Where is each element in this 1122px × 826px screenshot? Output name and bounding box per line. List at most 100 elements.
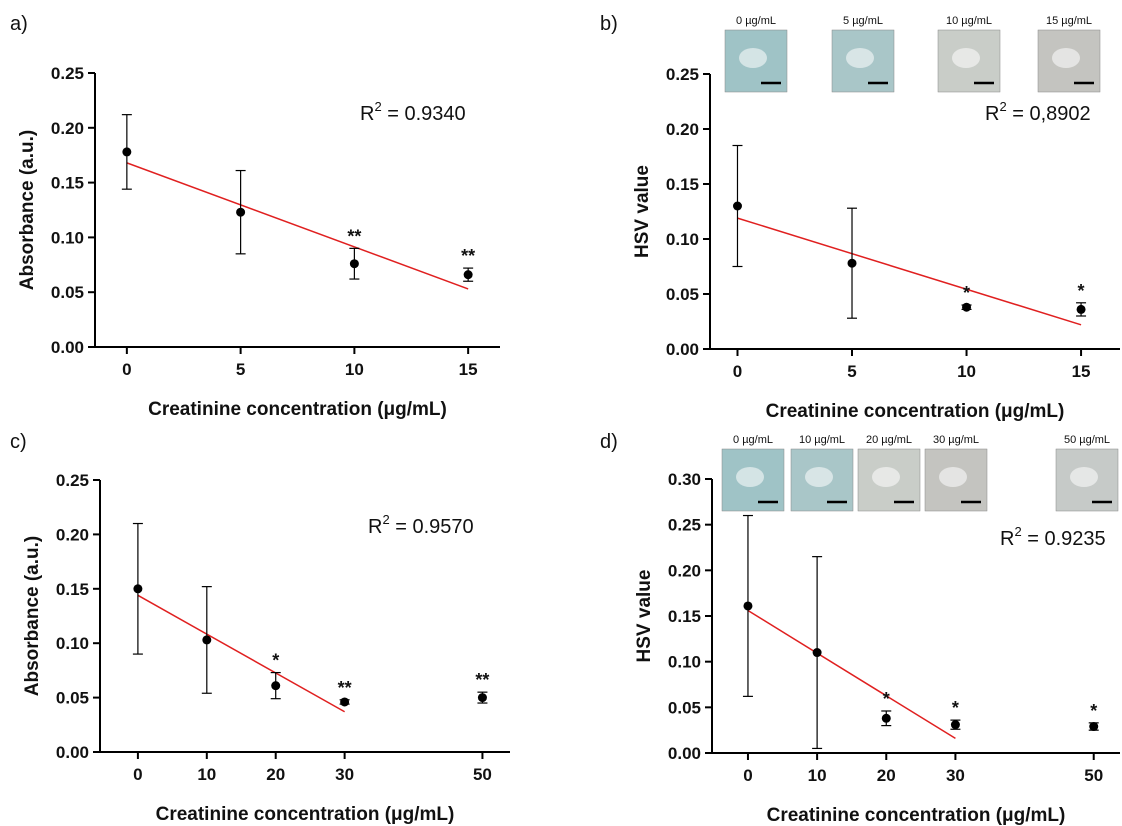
data-point bbox=[847, 258, 857, 268]
x-tick-label: 20 bbox=[266, 765, 285, 784]
y-axis-label: Absorbance (a.u.) bbox=[22, 536, 43, 696]
y-axis-label: Absorbance (a.u.) bbox=[17, 130, 38, 290]
image-label: 5 µg/mL bbox=[843, 15, 883, 27]
data-point bbox=[271, 681, 281, 691]
y-tick-label: 0.00 bbox=[668, 744, 701, 763]
y-axis-label: HSV value bbox=[632, 165, 653, 258]
y-tick-label: 0.25 bbox=[666, 65, 699, 84]
data-point bbox=[950, 720, 960, 730]
x-tick-label: 10 bbox=[345, 360, 364, 379]
y-tick-label: 0.15 bbox=[51, 174, 84, 193]
x-tick-label: 50 bbox=[1084, 766, 1103, 785]
r-squared: R2 = 0.9340 bbox=[360, 99, 466, 125]
sample-glare bbox=[736, 467, 764, 487]
data-point bbox=[477, 693, 487, 703]
image-label: 50 µg/mL bbox=[1064, 434, 1110, 446]
sample-glare bbox=[805, 467, 833, 487]
image-label: 10 µg/mL bbox=[799, 434, 845, 446]
fit-line bbox=[137, 594, 345, 713]
r-squared-value: = 0.9235 bbox=[1022, 528, 1106, 550]
sample-glare bbox=[1052, 48, 1080, 68]
image-label: 20 µg/mL bbox=[866, 434, 912, 446]
r-squared: R2 = 0.9570 bbox=[368, 512, 474, 538]
data-point bbox=[881, 713, 891, 723]
x-tick-label: 50 bbox=[473, 765, 492, 784]
x-tick-label: 10 bbox=[197, 765, 216, 784]
y-tick-label: 0.05 bbox=[666, 285, 699, 304]
x-tick-label: 15 bbox=[459, 360, 478, 379]
fit-line bbox=[737, 217, 1082, 326]
x-tick-label: 30 bbox=[946, 766, 965, 785]
x-tick-label: 0 bbox=[133, 765, 142, 784]
y-tick-label: 0.00 bbox=[51, 338, 84, 357]
x-tick-label: 10 bbox=[808, 766, 827, 785]
fit-line bbox=[747, 609, 956, 740]
significance-label: * bbox=[963, 283, 970, 303]
r-squared-value: = 0.9340 bbox=[382, 103, 466, 125]
r-squared-base: R bbox=[1000, 528, 1014, 550]
r-squared-base: R bbox=[985, 103, 999, 125]
sample-glare bbox=[1070, 467, 1098, 487]
x-tick-label: 0 bbox=[122, 360, 131, 379]
significance-label: ** bbox=[347, 226, 361, 246]
r-squared-power: 2 bbox=[1014, 524, 1021, 539]
y-axis-label: HSV value bbox=[634, 570, 655, 663]
y-tick-label: 0.25 bbox=[668, 516, 701, 535]
x-axis-label: Creatinine concentration (μg/mL) bbox=[156, 804, 455, 825]
y-tick-label: 0.20 bbox=[666, 120, 699, 139]
r-squared-base: R bbox=[368, 516, 382, 538]
data-point bbox=[1089, 722, 1099, 732]
x-axis-label: Creatinine concentration (μg/mL) bbox=[148, 399, 447, 420]
significance-label: * bbox=[1090, 701, 1097, 721]
y-tick-label: 0.25 bbox=[56, 471, 89, 490]
image-label: 0 µg/mL bbox=[733, 434, 773, 446]
y-tick-label: 0.15 bbox=[56, 580, 89, 599]
significance-label: * bbox=[883, 689, 890, 709]
x-tick-label: 30 bbox=[335, 765, 354, 784]
fit-line bbox=[126, 162, 469, 290]
image-label: 10 µg/mL bbox=[946, 15, 992, 27]
significance-label: * bbox=[272, 651, 279, 671]
significance-label: * bbox=[1078, 281, 1085, 301]
image-label: 15 µg/mL bbox=[1046, 15, 1092, 27]
significance-label: * bbox=[952, 698, 959, 718]
x-tick-label: 0 bbox=[743, 766, 752, 785]
panel-label: d) bbox=[600, 431, 618, 453]
r-squared-base: R bbox=[360, 103, 374, 125]
y-tick-label: 0.10 bbox=[666, 230, 699, 249]
r-squared-power: 2 bbox=[382, 512, 389, 527]
x-tick-label: 10 bbox=[957, 362, 976, 381]
data-point bbox=[236, 207, 246, 217]
data-point bbox=[133, 584, 143, 594]
y-tick-label: 0.05 bbox=[56, 689, 89, 708]
y-tick-label: 0.00 bbox=[666, 340, 699, 359]
x-tick-label: 20 bbox=[877, 766, 896, 785]
y-tick-label: 0.05 bbox=[668, 698, 701, 717]
y-tick-label: 0.10 bbox=[51, 228, 84, 247]
y-tick-label: 0.15 bbox=[666, 175, 699, 194]
sample-glare bbox=[872, 467, 900, 487]
panel-label: b) bbox=[600, 13, 618, 35]
panel-label: c) bbox=[10, 431, 27, 453]
sample-glare bbox=[939, 467, 967, 487]
y-tick-label: 0.00 bbox=[56, 743, 89, 762]
panel-label: a) bbox=[10, 13, 28, 35]
y-tick-label: 0.10 bbox=[56, 634, 89, 653]
x-tick-label: 5 bbox=[236, 360, 245, 379]
y-tick-label: 0.20 bbox=[51, 119, 84, 138]
r-squared-power: 2 bbox=[999, 99, 1006, 114]
data-point bbox=[349, 259, 359, 269]
r-squared: R2 = 0.9235 bbox=[1000, 524, 1106, 550]
x-axis-label: Creatinine concentration (μg/mL) bbox=[766, 401, 1065, 422]
y-tick-label: 0.10 bbox=[668, 653, 701, 672]
y-tick-label: 0.25 bbox=[51, 64, 84, 83]
image-label: 30 µg/mL bbox=[933, 434, 979, 446]
x-axis-label: Creatinine concentration (μg/mL) bbox=[767, 805, 1066, 826]
data-point bbox=[122, 147, 132, 157]
significance-label: ** bbox=[461, 246, 475, 266]
r-squared-value: = 0,8902 bbox=[1007, 103, 1091, 125]
significance-label: ** bbox=[338, 678, 352, 698]
y-tick-label: 0.20 bbox=[56, 525, 89, 544]
sample-glare bbox=[846, 48, 874, 68]
